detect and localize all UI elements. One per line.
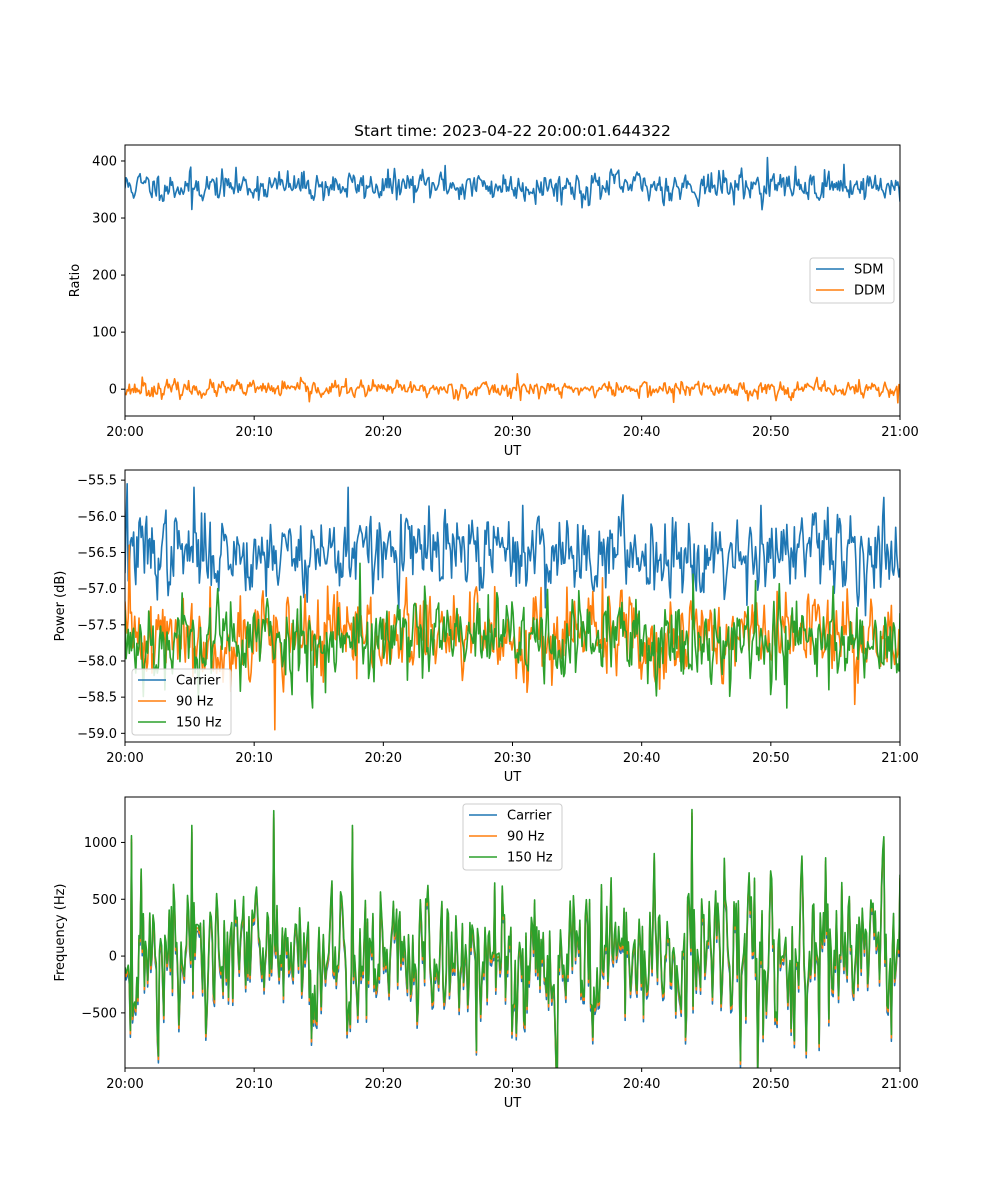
legend-entry: DDM (854, 284, 885, 299)
y-tick-label: 400 (92, 154, 117, 169)
y-tick-label: 200 (92, 269, 117, 284)
series-line-90-hz (125, 544, 900, 731)
legend: Carrier 90 Hz 150 Hz (462, 803, 563, 871)
y-tick-label: −58.0 (77, 654, 117, 669)
x-tick-label: 20:10 (235, 425, 272, 440)
x-tick-label: 20:00 (106, 1077, 143, 1092)
y-tick-label: −56.5 (77, 546, 117, 561)
series-line-150-hz (125, 808, 900, 1068)
subplot-2: 20:00 20:10 20:20 20:30 20:40 20:50 21:00 −59.0… (53, 469, 919, 785)
x-tick-label: 20:20 (365, 1077, 402, 1092)
legend-entry: 150 Hz (176, 716, 222, 731)
series-group (125, 482, 900, 731)
subplot-3: 20:00 20:10 20:20 20:30 20:40 20:50 21:00 −500 0… (53, 796, 919, 1111)
y-tick-label: 0 (109, 383, 117, 398)
legend-entry: Carrier (176, 674, 221, 689)
series-line-150-hz (125, 562, 900, 709)
y-tick-label: −55.5 (77, 474, 117, 489)
x-tick-label: 20:10 (235, 1077, 272, 1092)
series-line-sdm (125, 156, 900, 211)
y-tick-label: −58.5 (77, 691, 117, 706)
x-tick-label: 20:20 (365, 751, 402, 766)
y-tick-label: −59.0 (77, 727, 117, 742)
y-tick-label: −57.5 (77, 618, 117, 633)
x-tick-label: 20:40 (623, 751, 660, 766)
x-tick-label: 21:00 (881, 751, 918, 766)
series-line-ddm (125, 372, 900, 404)
x-tick-label: 20:00 (106, 425, 143, 440)
x-tick-label: 20:30 (494, 1077, 531, 1092)
y-tick-label: −56.0 (77, 510, 117, 525)
series-group (125, 808, 900, 1068)
y-tick-label: 300 (92, 212, 117, 227)
y-tick-label: 1000 (84, 836, 117, 851)
y-tick-label: −500 (81, 1006, 117, 1021)
y-axis-label: Power (dB) (53, 571, 68, 642)
x-tick-label: 20:20 (365, 425, 402, 440)
legend-entry: 150 Hz (507, 851, 553, 866)
x-tick-label: 20:30 (494, 425, 531, 440)
legend: SDM DDM (809, 257, 895, 304)
x-tick-label: 20:30 (494, 751, 531, 766)
legend-entry: 90 Hz (507, 830, 544, 845)
legend-entry: Carrier (507, 809, 552, 824)
x-tick-label: 20:10 (235, 751, 272, 766)
series-group (125, 156, 900, 404)
y-tick-label: −57.0 (77, 582, 117, 597)
legend-entry: SDM (854, 263, 883, 278)
x-tick-label: 20:00 (106, 751, 143, 766)
x-tick-label: 20:40 (623, 425, 660, 440)
x-tick-label: 21:00 (881, 425, 918, 440)
y-axis-label: Frequency (Hz) (53, 883, 68, 981)
legend-frame (462, 803, 563, 871)
legend: Carrier 90 Hz 150 Hz (131, 668, 232, 736)
y-tick-label: 0 (109, 950, 117, 965)
subplot-1: 20:00 20:10 20:20 20:30 20:40 20:50 21:00 0 100 2… (68, 122, 919, 459)
y-tick-label: 500 (92, 893, 117, 908)
legend-entry: 90 Hz (176, 695, 213, 710)
x-tick-label: 21:00 (881, 1077, 918, 1092)
series-line-carrier (125, 482, 900, 617)
legend-frame (131, 668, 232, 736)
y-axis-label: Ratio (68, 264, 83, 297)
x-axis-label: UT (504, 770, 522, 785)
x-tick-label: 20:50 (752, 751, 789, 766)
x-axis-label: UT (504, 444, 522, 459)
x-axis-label: UT (504, 1096, 522, 1111)
chart-title: Start time: 2023-04-22 20:00:01.644322 (354, 122, 671, 140)
x-tick-label: 20:50 (752, 1077, 789, 1092)
y-tick-label: 100 (92, 326, 117, 341)
x-tick-label: 20:50 (752, 425, 789, 440)
x-tick-label: 20:40 (623, 1077, 660, 1092)
